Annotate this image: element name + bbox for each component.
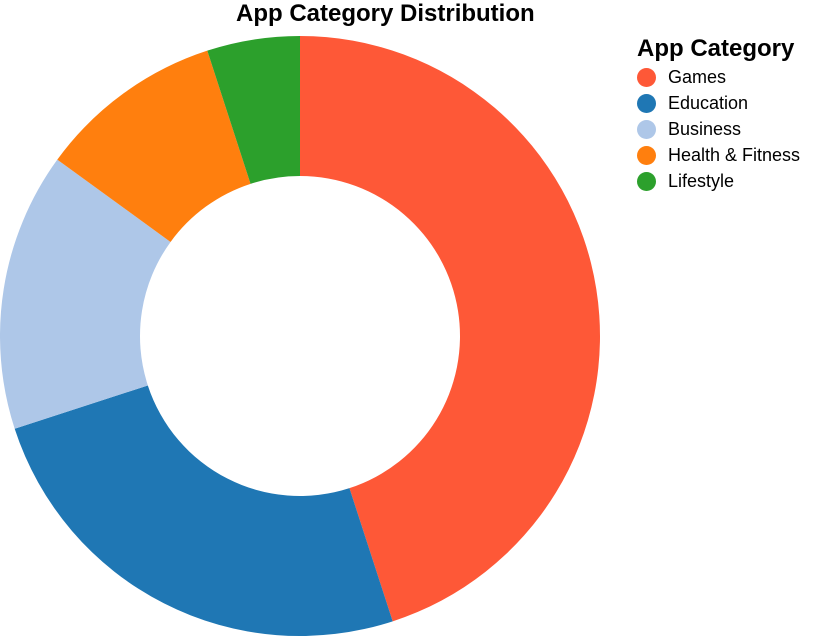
legend-label-business: Business	[668, 119, 741, 140]
legend-swatch-lifestyle	[637, 172, 656, 191]
legend-title: App Category	[637, 34, 800, 64]
legend-swatch-health-fitness	[637, 146, 656, 165]
legend-item-lifestyle[interactable]: Lifestyle	[637, 168, 800, 194]
legend-item-business[interactable]: Business	[637, 116, 800, 142]
legend-label-education: Education	[668, 93, 748, 114]
legend-item-health-fitness[interactable]: Health & Fitness	[637, 142, 800, 168]
legend-label-lifestyle: Lifestyle	[668, 171, 734, 192]
legend-item-education[interactable]: Education	[637, 90, 800, 116]
legend-swatch-business	[637, 120, 656, 139]
legend-swatch-games	[637, 68, 656, 87]
legend: App Category Games Education Business Healt…	[637, 34, 800, 194]
legend-label-games: Games	[668, 67, 726, 88]
pie-slice-education[interactable]	[15, 385, 393, 636]
legend-swatch-education	[637, 94, 656, 113]
legend-item-games[interactable]: Games	[637, 64, 800, 90]
legend-items: Games Education Business Health & Fitness Li…	[637, 64, 800, 194]
legend-label-health-fitness: Health & Fitness	[668, 145, 800, 166]
